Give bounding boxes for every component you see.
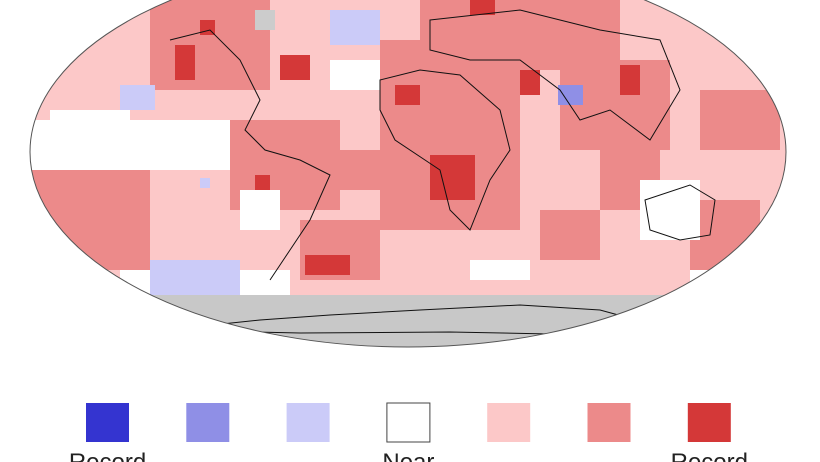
legend-label: Record	[69, 449, 146, 462]
legend-swatch	[487, 403, 531, 442]
legend: Record Near Record	[69, 402, 748, 462]
legend-swatch	[386, 402, 431, 443]
legend-swatch	[186, 403, 230, 442]
legend-swatch	[587, 403, 631, 442]
legend-swatch	[286, 403, 330, 442]
legend-swatch	[687, 403, 731, 442]
legend-label: Record	[671, 449, 748, 462]
world-map	[30, 0, 786, 347]
legend-swatch	[86, 403, 129, 442]
legend-label: Near	[382, 449, 434, 462]
map-outline	[29, 0, 787, 348]
